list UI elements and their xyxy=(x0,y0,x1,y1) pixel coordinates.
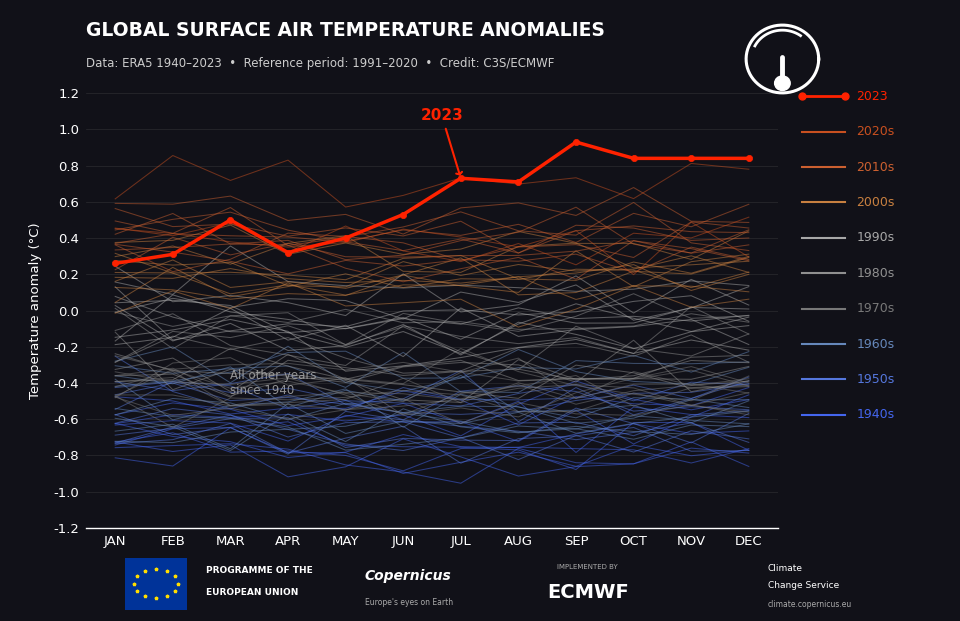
Text: GLOBAL SURFACE AIR TEMPERATURE ANOMALIES: GLOBAL SURFACE AIR TEMPERATURE ANOMALIES xyxy=(86,21,605,40)
Text: ECMWF: ECMWF xyxy=(547,583,629,602)
Text: Climate: Climate xyxy=(768,564,803,573)
Circle shape xyxy=(775,76,790,91)
Text: EUROPEAN UNION: EUROPEAN UNION xyxy=(206,588,299,597)
Text: 1950s: 1950s xyxy=(856,373,895,386)
Text: Copernicus: Copernicus xyxy=(365,569,451,583)
Text: All other years
since 1940: All other years since 1940 xyxy=(230,369,317,397)
Text: 2023: 2023 xyxy=(420,108,464,175)
Y-axis label: Temperature anomaly (°C): Temperature anomaly (°C) xyxy=(30,222,42,399)
Text: 2023: 2023 xyxy=(856,90,888,102)
Text: 1980s: 1980s xyxy=(856,267,895,279)
Text: 1940s: 1940s xyxy=(856,409,895,421)
Text: 1960s: 1960s xyxy=(856,338,895,350)
Text: Europe's eyes on Earth: Europe's eyes on Earth xyxy=(365,598,453,607)
Text: PROGRAMME OF THE: PROGRAMME OF THE xyxy=(206,566,313,575)
Text: Data: ERA5 1940–2023  •  Reference period: 1991–2020  •  Credit: C3S/ECMWF: Data: ERA5 1940–2023 • Reference period:… xyxy=(86,57,555,70)
Text: Change Service: Change Service xyxy=(768,581,839,590)
Text: climate.copernicus.eu: climate.copernicus.eu xyxy=(768,600,852,609)
Text: 1990s: 1990s xyxy=(856,232,895,244)
Bar xyxy=(125,558,187,610)
Text: IMPLEMENTED BY: IMPLEMENTED BY xyxy=(557,564,617,570)
Text: 2000s: 2000s xyxy=(856,196,895,209)
Text: 2010s: 2010s xyxy=(856,161,895,173)
Text: 2020s: 2020s xyxy=(856,125,895,138)
Text: 1970s: 1970s xyxy=(856,302,895,315)
